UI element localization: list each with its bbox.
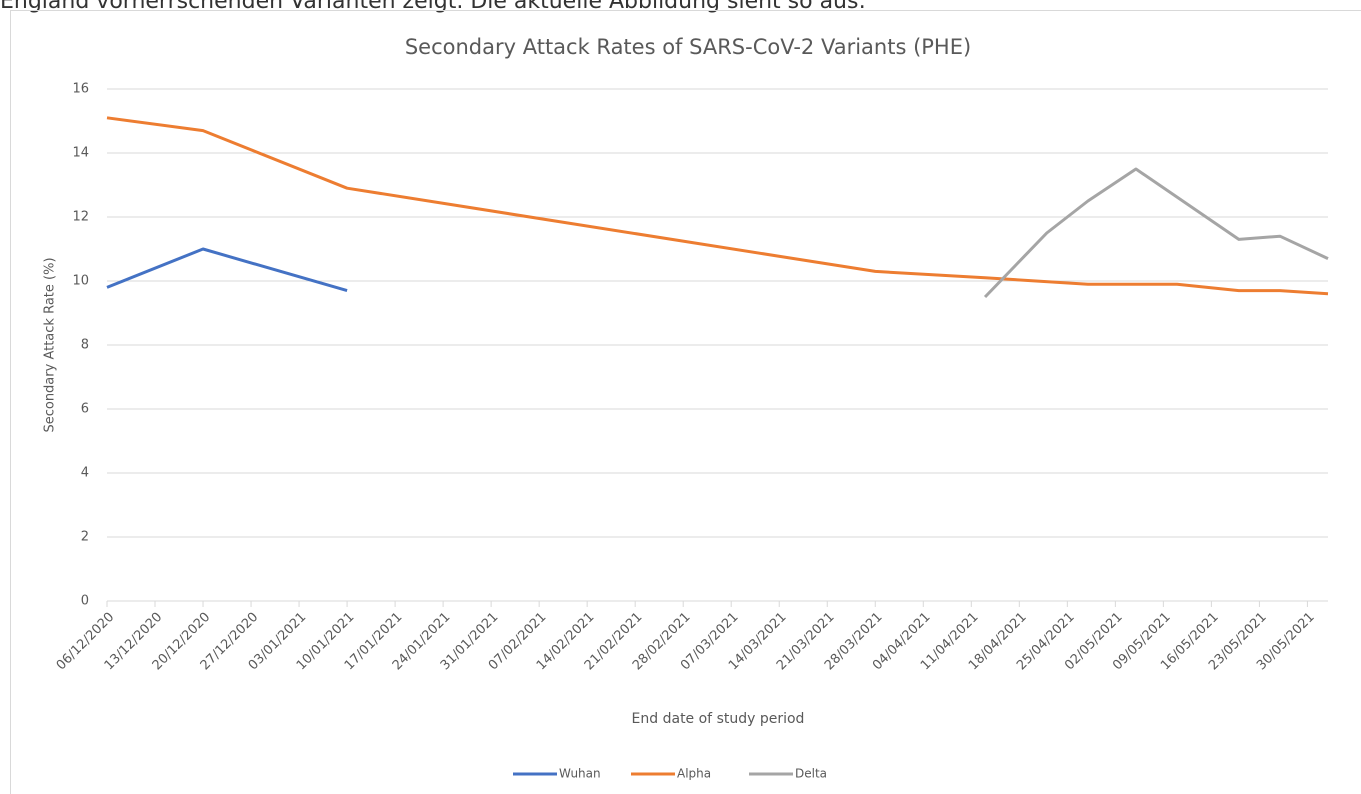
y-tick-label: 0 bbox=[81, 594, 89, 609]
y-tick-label: 10 bbox=[72, 274, 89, 289]
y-tick-label: 14 bbox=[72, 146, 89, 161]
series-line bbox=[106, 247, 348, 293]
y-tick-label: 8 bbox=[81, 338, 89, 353]
y-tick-label: 16 bbox=[72, 82, 89, 97]
y-tick-label: 4 bbox=[81, 466, 89, 481]
series-line bbox=[983, 167, 1329, 299]
intro-text: England vorherrschenden Varianten zeigt.… bbox=[0, 0, 866, 14]
y-axis-title: Secondary Attack Rate (%) bbox=[43, 257, 58, 432]
y-tick-label: 6 bbox=[81, 402, 89, 417]
series-line bbox=[106, 116, 1329, 296]
x-axis-title: End date of study period bbox=[632, 711, 805, 727]
y-tick-label: 2 bbox=[81, 530, 89, 545]
legend-label: Delta bbox=[795, 767, 827, 781]
legend-label: Wuhan bbox=[559, 767, 601, 781]
chart-frame bbox=[10, 10, 1361, 794]
legend-label: Alpha bbox=[677, 767, 711, 781]
chart-title: Secondary Attack Rates of SARS-CoV-2 Var… bbox=[405, 35, 971, 59]
y-tick-label: 12 bbox=[72, 210, 89, 225]
